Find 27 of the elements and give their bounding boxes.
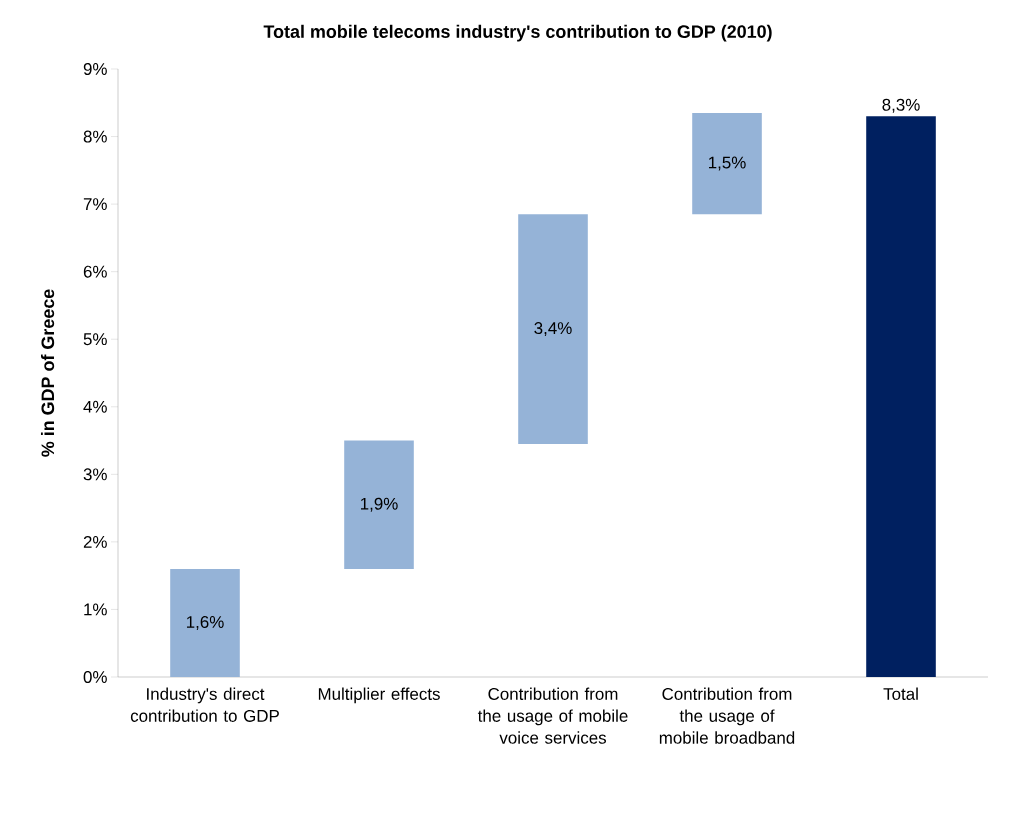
y-tick-label: 8% — [83, 130, 107, 143]
y-tick-label: 7% — [83, 198, 107, 211]
y-tick-label: 5% — [83, 333, 107, 346]
y-axis-title: % in GDP of Greece — [40, 289, 55, 457]
data-label: 8,3% — [882, 98, 920, 113]
y-tick-label: 0% — [83, 671, 107, 683]
bar — [866, 116, 936, 677]
data-label: 3,4% — [534, 322, 572, 337]
chart-title: Total mobile telecoms industry's contribution to GDP (2010) — [263, 24, 772, 42]
x-tick-label: Industry's direct contribution to GDP — [130, 687, 279, 722]
data-label: 1,5% — [709, 156, 746, 171]
y-tick-label: 3% — [83, 468, 107, 481]
x-tick-label: Contribution from the usage of mobile broadband — [659, 687, 795, 744]
y-tick-label: 1% — [84, 603, 107, 616]
bar — [170, 568, 240, 677]
x-tick-label: Contribution from the usage of mobile voice services — [477, 687, 628, 744]
y-tick-label: 6% — [83, 265, 107, 278]
y-tick-label: 2% — [83, 535, 107, 548]
bar — [692, 112, 762, 215]
y-tick-label: 9% — [83, 63, 107, 75]
bar — [344, 440, 414, 569]
bar — [518, 214, 588, 444]
x-tick-label: Total — [883, 687, 918, 700]
data-label: 1,6% — [187, 615, 224, 630]
y-tick-label: 4% — [83, 400, 107, 413]
data-label: 1,9% — [361, 497, 398, 512]
x-tick-label: Multiplier effects — [318, 687, 440, 704]
